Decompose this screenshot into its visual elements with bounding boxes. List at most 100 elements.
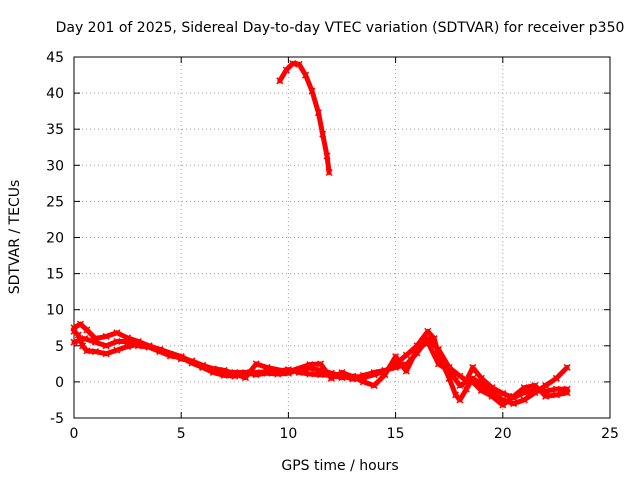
- data-point: [456, 396, 464, 404]
- data-point: [349, 373, 357, 381]
- x-tick-label: 10: [279, 426, 297, 442]
- data-point: [402, 367, 410, 375]
- y-tick-label: -5: [50, 411, 64, 427]
- data-point: [263, 369, 271, 377]
- data-point: [413, 345, 421, 353]
- data-point: [542, 392, 550, 400]
- data-point: [302, 71, 310, 79]
- data-point: [381, 371, 389, 379]
- data-point: [509, 400, 518, 408]
- data-point: [563, 363, 571, 371]
- data-point: [520, 384, 528, 392]
- data-point: [83, 326, 91, 334]
- y-tick-label: 5: [55, 339, 64, 355]
- data-point: [252, 371, 260, 379]
- data-point: [124, 334, 132, 342]
- data-point: [325, 168, 333, 177]
- data-point: [488, 384, 496, 392]
- data-point: [145, 342, 153, 350]
- data-point: [252, 360, 260, 368]
- x-tick-label: 25: [601, 426, 619, 442]
- data-point: [308, 87, 316, 95]
- data-point: [276, 77, 284, 85]
- data-point: [542, 381, 550, 390]
- data-point: [113, 346, 121, 354]
- data-point: [370, 368, 378, 377]
- data-point: [102, 350, 110, 358]
- grid: [74, 57, 610, 418]
- data-point: [199, 363, 207, 371]
- data-point: [102, 332, 110, 340]
- data-point: [434, 360, 443, 368]
- data-point: [445, 367, 453, 375]
- series-line-4: [277, 61, 332, 175]
- data-point: [81, 335, 89, 343]
- data-point: [462, 385, 470, 393]
- data-point: [552, 385, 560, 393]
- x-tick-label: 20: [494, 426, 512, 442]
- data-point: [284, 368, 292, 376]
- y-axis-label: SDTVAR / TECUs: [7, 180, 23, 295]
- data-point: [477, 387, 485, 395]
- data-point: [392, 353, 400, 361]
- data-point: [552, 374, 560, 382]
- y-tick-label: 45: [46, 50, 64, 66]
- y-tick-label: 25: [46, 194, 64, 210]
- data-point: [74, 331, 82, 339]
- data-point: [359, 371, 367, 379]
- data-point: [70, 324, 78, 332]
- data-point: [456, 372, 464, 380]
- data-point: [295, 60, 303, 68]
- chart-title: Day 201 of 2025, Sidereal Day-to-day VTE…: [56, 20, 625, 36]
- data-point: [392, 363, 400, 371]
- x-tick-label: 0: [70, 426, 79, 442]
- y-tick-label: 0: [55, 375, 64, 391]
- y-tick-label: 30: [46, 158, 64, 174]
- data-point: [327, 374, 335, 382]
- data-point: [263, 363, 271, 371]
- data-point: [70, 338, 78, 346]
- data-point: [306, 361, 314, 369]
- axis-ticks: 0 5 10 15 20 25 -5 0 5 10 15 20 25 30 35 40 45: [46, 50, 619, 442]
- data-point: [499, 389, 507, 397]
- data-point: [76, 320, 84, 328]
- data-point: [282, 66, 290, 74]
- data-point: [531, 381, 539, 390]
- data-point: [434, 345, 443, 353]
- y-tick-label: 40: [46, 86, 64, 102]
- data-point: [241, 374, 250, 382]
- data-point: [102, 342, 110, 350]
- data-point: [319, 130, 327, 138]
- data-point: [91, 335, 99, 343]
- data-point: [563, 389, 571, 397]
- data-point: [134, 337, 142, 345]
- data-point: [477, 374, 485, 382]
- x-tick-label: 15: [387, 426, 405, 442]
- data-point: [338, 368, 346, 377]
- data-point: [323, 152, 331, 160]
- data-point: [370, 381, 378, 390]
- data-point: [113, 337, 121, 345]
- data-point: [177, 353, 185, 361]
- data-point: [552, 391, 560, 399]
- data-point: [289, 59, 297, 68]
- data-point: [456, 381, 464, 390]
- data-point: [424, 338, 432, 346]
- x-axis-label: GPS time / hours: [281, 458, 398, 474]
- data-point: [499, 401, 507, 409]
- y-tick-label: 20: [46, 231, 64, 247]
- data-point: [91, 348, 99, 356]
- data-point: [469, 363, 477, 371]
- data-point: [359, 378, 367, 386]
- series-layer: [70, 59, 571, 409]
- data-point: [113, 329, 121, 337]
- data-point: [520, 396, 528, 404]
- data-point: [402, 351, 410, 359]
- data-point: [156, 345, 164, 353]
- data-point: [306, 370, 314, 378]
- y-tick-label: 10: [46, 303, 64, 319]
- data-point: [317, 360, 325, 368]
- data-point: [83, 347, 91, 355]
- y-tick-label: 15: [46, 267, 64, 283]
